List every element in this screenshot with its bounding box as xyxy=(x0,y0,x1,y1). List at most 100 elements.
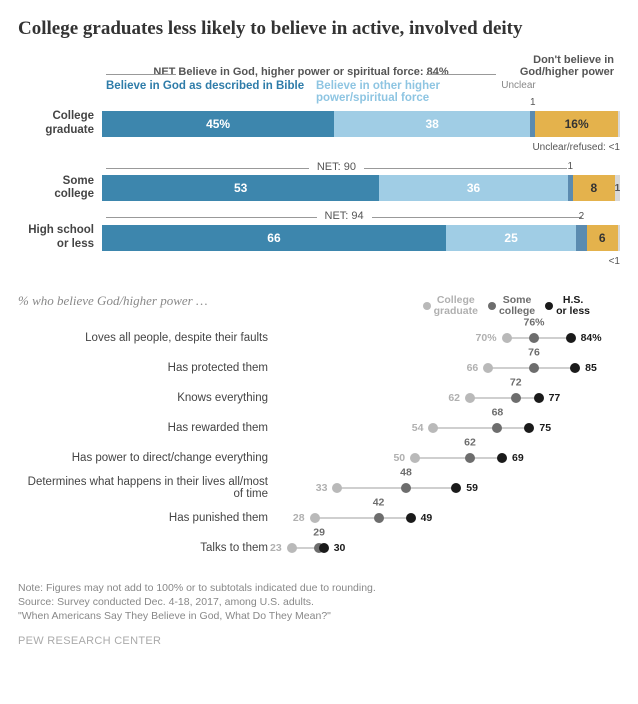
bar-segment-unclear: 2 xyxy=(576,225,586,251)
legend-unclear: Unclear xyxy=(491,80,546,104)
dot-value-sc: 76 xyxy=(528,346,540,358)
dot-value-cg: 66 xyxy=(467,362,479,374)
bar-segment-unclear: 1 xyxy=(530,111,535,137)
dot-hs-or-less xyxy=(534,393,544,403)
dot-hs-or-less xyxy=(524,423,534,433)
dot-legend-item: Somecollege xyxy=(488,295,535,317)
dot-row: Has protected them668576 xyxy=(18,353,620,383)
dot-college-grad xyxy=(332,483,342,493)
dot-college-grad xyxy=(428,423,438,433)
dot-hs-or-less xyxy=(319,543,329,553)
stacked-bar: 45%38116% xyxy=(102,111,620,137)
dot-value-sc: 68 xyxy=(492,406,504,418)
bar-segment-dont: 6 xyxy=(587,225,618,251)
dot-some-college xyxy=(529,333,539,343)
dot-value-hs: 75 xyxy=(539,422,551,434)
bar-segment-unclear: 1 xyxy=(568,175,573,201)
dot-row-label: Has power to direct/change everything xyxy=(18,452,278,464)
bar-row: Somecollege5336181 xyxy=(18,175,620,203)
legend-label: Somecollege xyxy=(499,295,535,317)
dot-college-grad xyxy=(310,513,320,523)
bar-row-label: Collegegraduate xyxy=(18,110,102,138)
bar-segment-other: 36 xyxy=(379,175,567,201)
bar-row-label: High schoolor less xyxy=(18,224,102,252)
dot-college-grad xyxy=(287,543,297,553)
legend-dot-icon xyxy=(488,302,496,310)
dot-track: 70%84%76% xyxy=(278,323,620,353)
dot-value-cg: 70% xyxy=(476,332,497,344)
dot-college-grad xyxy=(410,453,420,463)
bar-after-note: <1 xyxy=(106,256,620,267)
dot-value-sc: 76% xyxy=(523,316,544,328)
dot-value-cg: 50 xyxy=(393,452,405,464)
dot-college-grad xyxy=(483,363,493,373)
dot-legend-item: H.S.or less xyxy=(545,295,590,317)
dot-value-hs: 77 xyxy=(549,392,561,404)
bar-row: Collegegraduate45%38116% xyxy=(18,110,620,138)
dot-value-hs: 69 xyxy=(512,452,524,464)
source-attribution: PEW RESEARCH CENTER xyxy=(18,635,620,647)
stacked-bar: 5336181 xyxy=(102,175,620,201)
dot-track: 668576 xyxy=(278,353,620,383)
dot-connector xyxy=(337,487,456,489)
dot-track: 547568 xyxy=(278,413,620,443)
dot-row-label: Has punished them xyxy=(18,512,278,524)
legend-dot-icon xyxy=(545,302,553,310)
dot-row: Has rewarded them547568 xyxy=(18,413,620,443)
dot-value-hs: 84% xyxy=(581,332,602,344)
dot-track: 506962 xyxy=(278,443,620,473)
bar-segment-bible: 66 xyxy=(102,225,446,251)
dot-value-cg: 23 xyxy=(270,542,282,554)
dot-some-college xyxy=(492,423,502,433)
stacked-bar: 662526 xyxy=(102,225,620,251)
dot-row-label: Has rewarded them xyxy=(18,422,278,434)
dot-row: Knows everything627772 xyxy=(18,383,620,413)
dot-some-college xyxy=(529,363,539,373)
bar-segment-other: 38 xyxy=(334,111,530,137)
dot-hs-or-less xyxy=(497,453,507,463)
dot-value-cg: 62 xyxy=(448,392,460,404)
bar-segment-refused: 1 xyxy=(615,175,620,201)
dot-some-college xyxy=(401,483,411,493)
dot-legend-item: Collegegraduate xyxy=(423,295,478,317)
legend-dont xyxy=(546,80,620,104)
legend-label: Collegegraduate xyxy=(434,295,478,317)
net-header-row: NET Believe in God, higher power or spir… xyxy=(106,54,620,78)
bar-segment-bible: 45% xyxy=(102,111,334,137)
dot-value-sc: 72 xyxy=(510,376,522,388)
dot-hs-or-less xyxy=(406,513,416,523)
legend-other: Believe in other higher power/spiritual … xyxy=(316,80,491,104)
dot-track: 233029 xyxy=(278,533,620,563)
stacked-bar-chart: NET Believe in God, higher power or spir… xyxy=(18,54,620,267)
footnote-line: Source: Survey conducted Dec. 4-18, 2017… xyxy=(18,595,620,609)
dot-value-cg: 54 xyxy=(412,422,424,434)
dot-track: 627772 xyxy=(278,383,620,413)
bar-segment-refused xyxy=(618,225,620,251)
dot-value-sc: 48 xyxy=(400,466,412,478)
dot-connector xyxy=(470,397,539,399)
dot-value-cg: 33 xyxy=(316,482,328,494)
dot-some-college xyxy=(511,393,521,403)
bar-segment-dont: 8 xyxy=(573,175,615,201)
dot-plot-chart: % who believe God/higher power … College… xyxy=(18,293,620,563)
dot-row: Talks to them233029 xyxy=(18,533,620,563)
dot-row-label: Determines what happens in their lives a… xyxy=(18,476,278,500)
dot-row-label: Knows everything xyxy=(18,392,278,404)
dot-track: 284942 xyxy=(278,503,620,533)
net-header-text: NET Believe in God, higher power or spir… xyxy=(106,66,496,78)
footnote-line: "When Americans Say They Believe in God,… xyxy=(18,609,620,623)
dot-row-label: Loves all people, despite their faults xyxy=(18,332,278,344)
dot-row-label: Has protected them xyxy=(18,362,278,374)
footnote-line: Note: Figures may not add to 100% or to … xyxy=(18,581,620,595)
dot-row: Determines what happens in their lives a… xyxy=(18,473,620,503)
dot-value-hs: 30 xyxy=(334,542,346,554)
dot-row: Has power to direct/change everything 50 6… xyxy=(18,443,620,473)
bar-row-label: Somecollege xyxy=(18,175,102,203)
dot-connector xyxy=(315,517,411,519)
dot-connector xyxy=(415,457,502,459)
dot-value-sc: 62 xyxy=(464,436,476,448)
dot-hs-or-less xyxy=(451,483,461,493)
dot-value-sc: 42 xyxy=(373,496,385,508)
bar-row: High schoolor less662526 xyxy=(18,224,620,252)
dot-track: 335948 xyxy=(278,473,620,503)
